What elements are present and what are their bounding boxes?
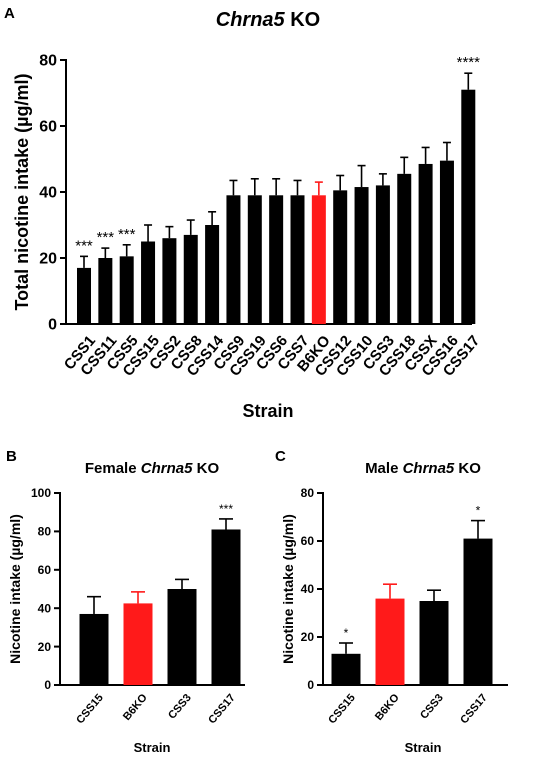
y-tick-label: 0 xyxy=(44,678,51,692)
x-tick-label: CSS3 xyxy=(166,692,194,722)
bar xyxy=(141,241,156,324)
panel-letter: C xyxy=(275,448,286,465)
chart-title: Male Chrna5 KO xyxy=(365,460,481,477)
bar xyxy=(77,267,91,324)
bar xyxy=(269,195,284,324)
panel-letter: B xyxy=(6,448,17,465)
x-tick-label: B6KO xyxy=(121,692,150,723)
title-prefix: Male xyxy=(365,460,403,477)
title-prefix: Female xyxy=(85,460,141,477)
bar xyxy=(123,603,153,685)
y-tick-label: 20 xyxy=(301,630,315,644)
y-axis-label: Nicotine intake (µg/ml) xyxy=(7,514,23,664)
x-tick-label: CSS17 xyxy=(458,692,490,726)
panel-letter: A xyxy=(4,5,15,22)
y-tick-label: 60 xyxy=(301,534,315,548)
y-tick-label: 60 xyxy=(39,119,57,136)
x-tick-label: CSS3 xyxy=(418,692,446,722)
y-tick-label: 0 xyxy=(307,678,314,692)
significance-label: * xyxy=(344,626,349,640)
title-suffix: KO xyxy=(454,460,481,477)
bar xyxy=(375,598,405,685)
title-gene: Chrna5 xyxy=(403,460,455,477)
y-tick-label: 40 xyxy=(39,185,57,202)
bar xyxy=(162,238,177,324)
x-tick-label: CSS15 xyxy=(74,692,106,726)
y-tick-label: 40 xyxy=(301,582,315,596)
bar xyxy=(167,589,197,685)
bar xyxy=(375,185,390,324)
significance-label: *** xyxy=(219,502,233,516)
panel-c: C Male Chrna5 KO 0 20 40 60 80 CSS15 B6KO CSS3 CSS… xyxy=(275,448,508,755)
bar xyxy=(333,190,348,324)
x-axis-label: Strain xyxy=(242,401,293,421)
y-tick-label: 40 xyxy=(38,601,52,615)
bar xyxy=(439,160,454,324)
x-axis-label: Strain xyxy=(134,740,171,755)
x-tick-label: B6KO xyxy=(373,692,402,723)
significance-label: *** xyxy=(75,237,93,254)
significance-label: * xyxy=(476,504,481,518)
bar xyxy=(247,195,262,324)
y-axis-label: Total nicotine intake (µg/ml) xyxy=(12,73,32,310)
chart-title: Female Chrna5 KO xyxy=(85,460,220,477)
bar xyxy=(461,89,476,324)
bar xyxy=(418,163,433,324)
bar xyxy=(290,195,305,324)
significance-label: **** xyxy=(457,54,481,71)
bar xyxy=(311,195,326,324)
y-tick-label: 100 xyxy=(31,486,51,500)
y-tick-label: 80 xyxy=(38,525,52,539)
bar xyxy=(463,538,493,685)
y-tick-label: 20 xyxy=(38,640,52,654)
bar xyxy=(354,187,369,324)
y-tick-label: 0 xyxy=(48,317,57,334)
bar xyxy=(419,601,449,685)
significance-label: *** xyxy=(118,226,136,243)
title-suffix: KO xyxy=(285,9,321,31)
bar xyxy=(205,225,220,324)
title-gene: Chrna5 xyxy=(216,9,286,31)
bar xyxy=(183,234,198,324)
bar xyxy=(226,195,241,324)
chart-title: Chrna5 KO xyxy=(216,9,320,31)
y-tick-label: 80 xyxy=(301,486,315,500)
bar xyxy=(211,529,241,685)
bar xyxy=(331,653,361,685)
bar xyxy=(79,613,109,685)
significance-label: *** xyxy=(97,229,115,246)
bar xyxy=(397,173,412,324)
panel-a: A Chrna5 KO020406080CSS1CSS11CSS5CSS15CSS… xyxy=(4,5,483,421)
bar xyxy=(98,258,113,324)
y-axis-label: Nicotine intake (µg/ml) xyxy=(280,514,296,664)
x-tick-label: CSS17 xyxy=(206,692,238,726)
title-gene: Chrna5 xyxy=(141,460,193,477)
panel-b: B Female Chrna5 KO 0 20 40 60 80 100 CSS15 B6KO CS… xyxy=(6,448,245,755)
x-tick-label: CSS15 xyxy=(326,692,358,726)
y-tick-label: 80 xyxy=(39,53,57,70)
y-tick-label: 60 xyxy=(38,563,52,577)
y-tick-label: 20 xyxy=(39,251,57,268)
bar xyxy=(119,256,134,324)
title-suffix: KO xyxy=(192,460,219,477)
x-axis-label: Strain xyxy=(405,740,442,755)
